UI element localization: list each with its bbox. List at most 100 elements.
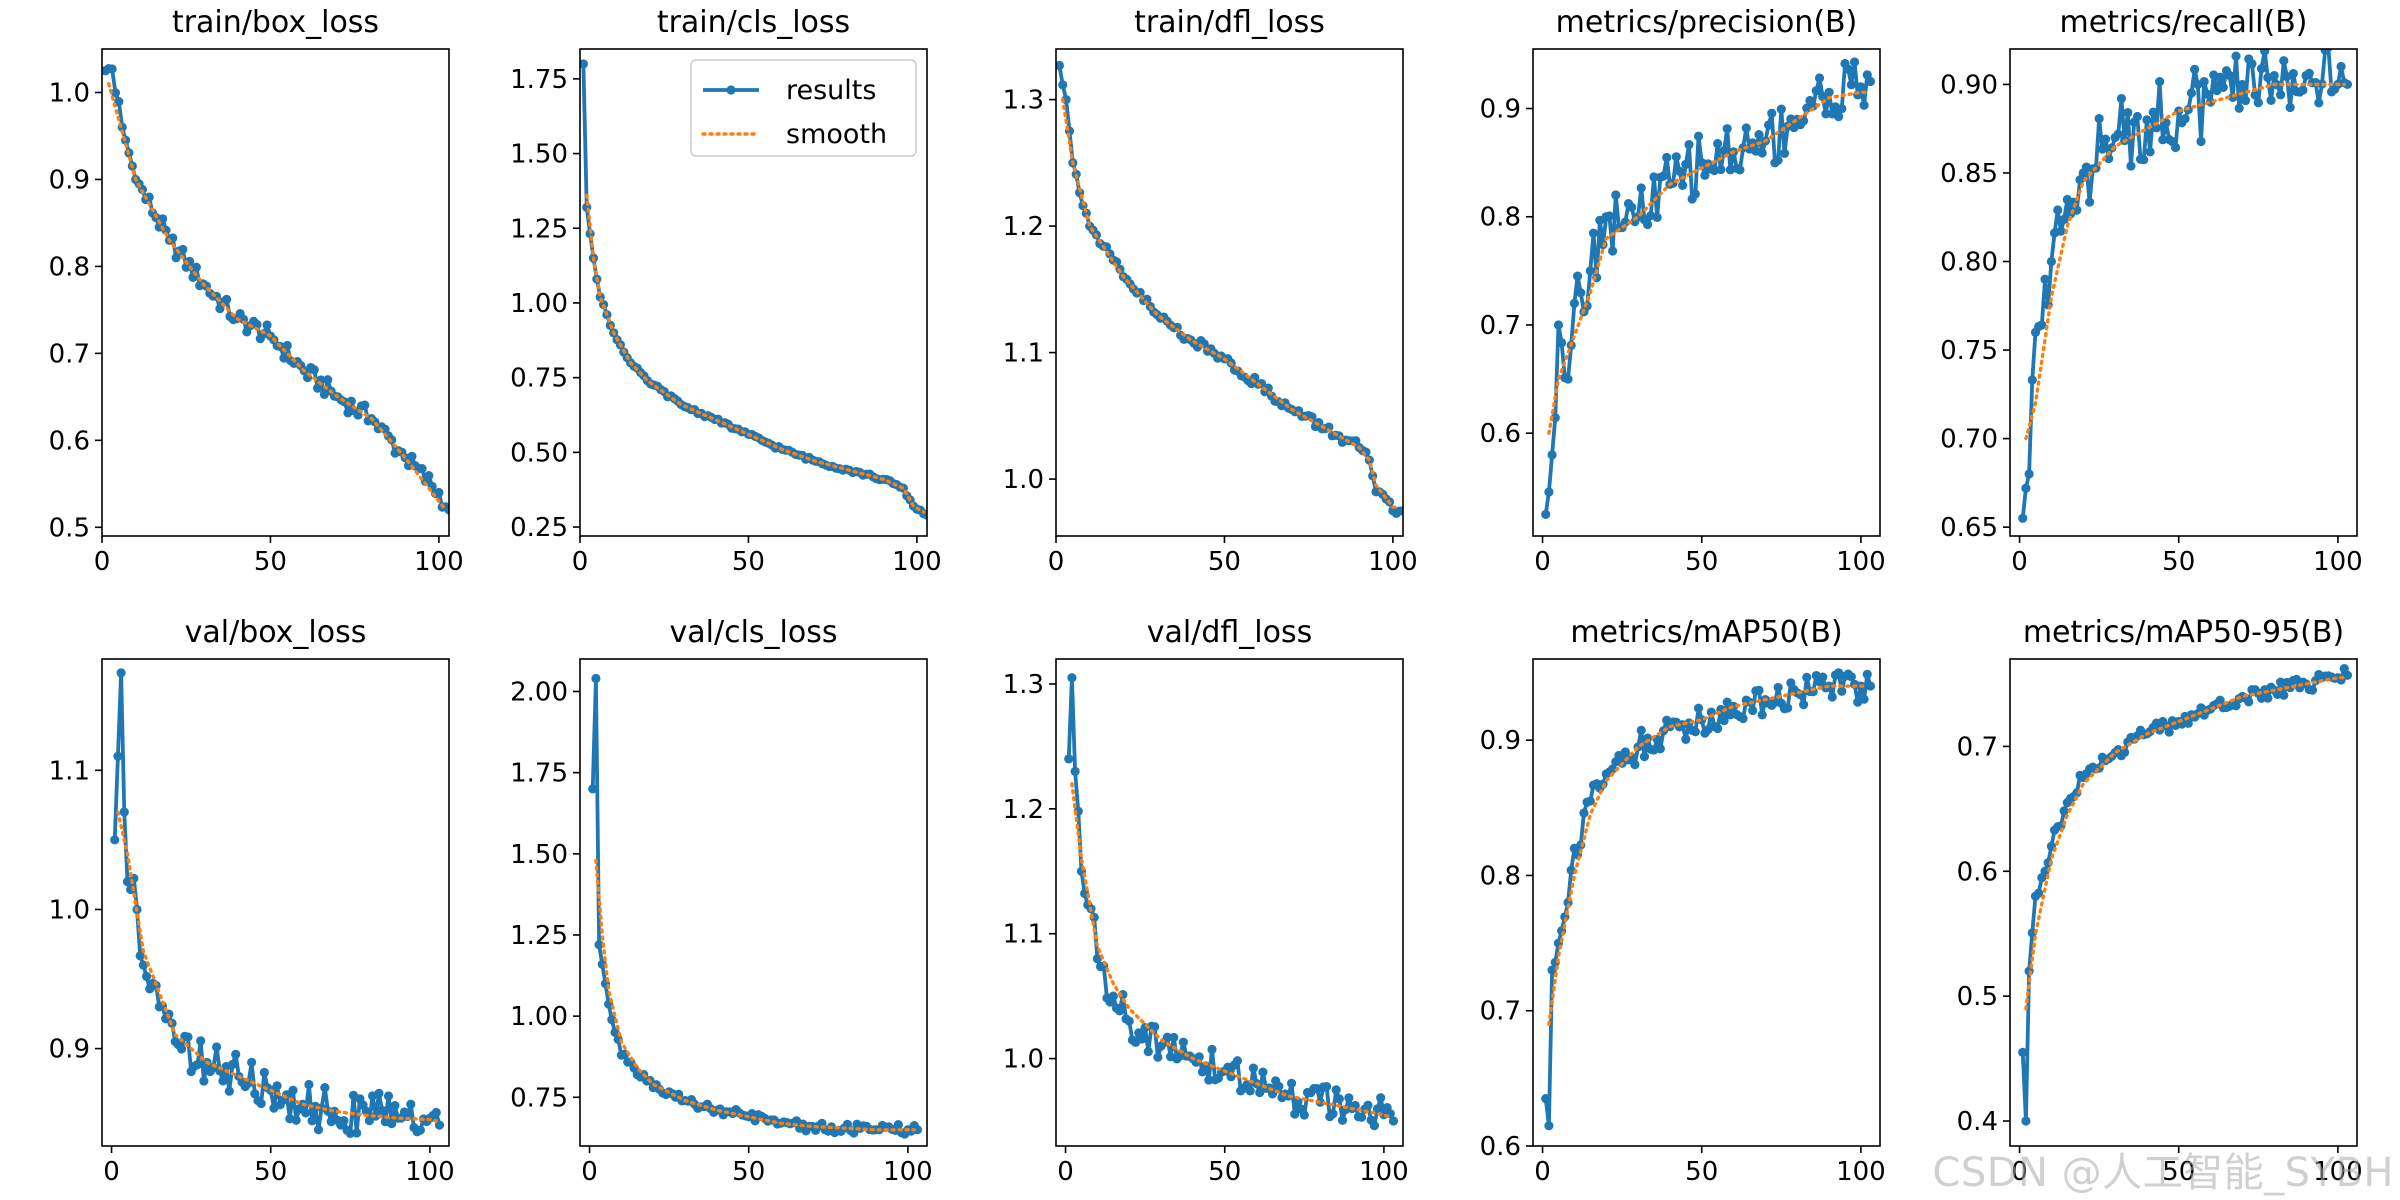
results-point [1763,120,1774,130]
results-point [1344,1093,1354,1103]
results-point [390,1100,400,1111]
results-point [2027,375,2037,385]
x-tick-label: 0 [581,1157,598,1187]
results-point [912,1125,923,1135]
results-point [2256,63,2267,74]
chart-title-metrics-map50-95-b: metrics/mAP50-95(B) [2023,615,2344,650]
results-point [291,1115,301,1125]
results-point [2199,76,2209,87]
results-point [1681,734,1691,745]
results-point [1607,764,1618,774]
results-point [2084,197,2095,207]
results-point [110,835,120,845]
results-point [323,375,333,385]
plot-area [588,673,923,1139]
results-point [1067,673,1077,683]
results-point [247,1057,257,1067]
results-point [1576,288,1586,298]
results-point [2336,61,2346,72]
results-point [2324,49,2333,52]
results-point [1357,1112,1367,1122]
results-point [2307,685,2318,695]
results-point [212,1042,222,1052]
chart-panel-train-cls-loss: train/cls_loss 0 50 100 0.25 0.50 0.75 1.00 1.25… [510,5,942,577]
results-point [2279,690,2289,700]
results-point [1124,1016,1134,1026]
plot-area [1064,673,1399,1131]
results-point [1569,298,1579,308]
results-point [307,1116,317,1126]
results-point [2164,727,2174,737]
smooth-line [1547,90,1869,435]
x-tick-label: 0 [103,1157,120,1187]
results-point [2132,111,2142,122]
results-point [1693,703,1704,713]
results-point [2218,82,2228,92]
results-point [256,1098,266,1109]
x-tick-label: 50 [732,1157,765,1187]
results-point [1334,1094,1344,1104]
results-point [2288,68,2298,79]
y-tick-label: 1.50 [510,840,568,870]
results-point [2263,693,2273,703]
results-point [1557,338,1567,348]
smooth-line [2024,82,2346,441]
results-point [1376,1093,1386,1103]
results-point [1779,148,1790,158]
y-tick-label: 0.5 [49,513,90,543]
results-point [2215,695,2225,705]
y-tick-label: 1.3 [1003,670,1044,700]
x-tick-label: 100 [405,1157,455,1187]
results-point [1652,212,1662,223]
x-tick-label: 100 [892,547,942,577]
y-tick-label: 0.7 [1480,311,1521,341]
results-point [1783,703,1793,713]
y-tick-label: 0.9 [49,1035,90,1065]
results-point [224,1086,234,1096]
results-point [1767,108,1777,118]
results-point [1735,165,1745,175]
results-point [1541,509,1551,519]
results-point [1722,124,1732,134]
results-point [2116,93,2127,104]
y-tick-label: 0.85 [1940,159,1998,189]
results-point [2021,1116,2031,1126]
results-point [2244,697,2254,707]
results-point [329,1106,339,1116]
results-point [2034,888,2044,898]
results-point [1849,57,1860,67]
results-point [2040,274,2050,284]
results-point [1372,1104,1383,1114]
results-point [2304,68,2314,78]
smooth-line [107,82,448,512]
x-tick-label: 0 [1057,1157,1074,1187]
x-tick-label: 0 [2011,1157,2028,1187]
y-tick-label: 0.75 [510,364,568,394]
results-point [1550,413,1560,423]
results-line [1057,65,1403,516]
results-point [116,668,126,678]
results-point [2120,747,2130,757]
chart-title-metrics-recall-b: metrics/recall(B) [2059,5,2307,40]
results-point [2285,102,2295,113]
results-point [1092,954,1102,964]
results-point [301,1108,311,1118]
results-point [1837,103,1847,114]
y-tick-label: 0.9 [1480,726,1521,756]
results-point [288,1085,298,1095]
axes-frame [2009,48,2358,537]
results-point [218,1076,228,1086]
results-point [1207,1044,1217,1054]
y-tick-label: 0.6 [1480,419,1521,449]
results-point [2256,693,2267,703]
y-tick-label: 1.0 [49,78,90,108]
y-tick-label: 1.3 [1003,86,1044,116]
results-point [1604,211,1614,221]
results-point [1693,131,1704,141]
results-line [112,671,442,1136]
x-tick-label: 50 [2162,547,2195,577]
results-point [1862,669,1872,679]
x-tick-label: 50 [1208,547,1241,577]
results-point [1636,725,1646,736]
y-tick-label: 1.2 [1003,795,1044,825]
